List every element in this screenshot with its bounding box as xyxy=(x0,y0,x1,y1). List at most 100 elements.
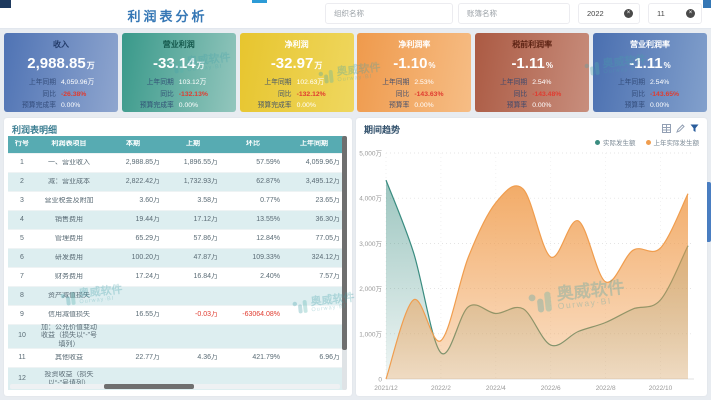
kpi-card-value: -1.11% xyxy=(511,55,553,72)
item-name: 其他收益 xyxy=(55,353,83,361)
kpi-metric-value: -132.13% xyxy=(178,90,208,98)
previous-period-value: 16.84万 xyxy=(193,272,218,280)
current-period-value: 16.55万 xyxy=(135,310,160,318)
clear-year-icon[interactable]: × xyxy=(624,9,633,18)
svg-text:1,000万: 1,000万 xyxy=(359,330,382,338)
item-name: 资产减值损失 xyxy=(48,291,90,299)
kpi-card-2[interactable]: 营业利润 -33.14万 上年同期 103.12万 同比 -132.13% 预算完成率 0.0… xyxy=(121,33,236,112)
month-filter[interactable]: 11 × xyxy=(648,3,702,24)
kpi-metric-label: 同比 xyxy=(278,90,292,98)
table-row[interactable]: 11 其他收益 22.77万 4.36万 421.79% 6.96万 xyxy=(8,349,346,368)
table-row[interactable]: 7 财务费用 17.24万 16.84万 2.40% 7.57万 xyxy=(8,268,346,287)
kpi-card-5[interactable]: 税前利润率 -1.11% 上年同期 2.54% 同比 -143.48% 预算率 0.00% xyxy=(475,33,590,112)
kpi-card-value: 2,988.85万 xyxy=(27,55,95,72)
kpi-card-title: 营业利润率 xyxy=(630,40,670,49)
item-name: 管理费用 xyxy=(55,234,83,242)
kpi-card-1[interactable]: 收入 2,988.85万 上年同期 4,059.96万 同比 -26.38% 预算完成率 0.… xyxy=(4,33,118,112)
clear-month-icon[interactable]: × xyxy=(686,9,695,18)
page-scrollbar[interactable] xyxy=(706,182,711,242)
table-vertical-scrollbar[interactable] xyxy=(342,136,347,350)
item-name: 信用减值损失 xyxy=(48,310,90,318)
table-row[interactable]: 9 信用减值损失 16.55万 -0.03万 -63064.08% xyxy=(8,306,346,325)
trend-chart[interactable]: 0 1,000万 2,000万 3,000万 4,000万 5,000万 2021/12 20… xyxy=(356,118,707,396)
table-row[interactable]: 6 研发费用 100.20万 47.87万 109.33% 324.12万 xyxy=(8,249,346,268)
column-header[interactable]: 上期 xyxy=(186,140,200,148)
settings-button[interactable] xyxy=(703,0,711,8)
profit-table: 行号 利润表项目 本期 上期 环比 上年同期 1 一、营业收入 2,988.85万 1,896.5… xyxy=(8,136,346,390)
column-header[interactable]: 上年同期 xyxy=(300,140,328,148)
table-row[interactable]: 4 销售费用 19.44万 17.12万 13.55% 36.30万 xyxy=(8,211,346,230)
kpi-card-3[interactable]: 净利润 -32.97万 上年同期 102.63万 同比 -132.12% 预算完成率 0.00… xyxy=(239,33,354,112)
last-year-value: 6.96万 xyxy=(319,353,340,361)
current-period-value: 17.24万 xyxy=(135,272,160,280)
legend-label: 实际发生额 xyxy=(603,140,636,147)
column-header[interactable]: 环比 xyxy=(246,140,260,148)
row-number: 1 xyxy=(20,158,24,166)
table-row[interactable]: 2 减：营业成本 2,822.42万 1,732.93万 62.87% 3,495.12万 xyxy=(8,173,346,192)
kpi-card-4[interactable]: 净利润率 -1.10% 上年同期 2.53% 同比 -143.63% 预算率 0.00% xyxy=(357,33,472,112)
current-period-value: 2,822.42万 xyxy=(125,177,160,185)
legend-label: 上年实际发生额 xyxy=(653,140,700,147)
previous-period-value: 57.86万 xyxy=(193,234,218,242)
svg-text:2022/6: 2022/6 xyxy=(541,385,561,392)
book-name-placeholder: 账簿名称 xyxy=(467,9,497,18)
kpi-metric-value: 2.54% xyxy=(532,79,552,86)
item-name: 加：公允价值变动收益（损失以“-”号填列） xyxy=(41,323,97,348)
kpi-metric-value: 2.54% xyxy=(650,79,670,86)
kpi-metric-value: 102.63万 xyxy=(296,79,325,86)
table-header-row: 行号 利润表项目 本期 上期 环比 上年同期 xyxy=(8,136,346,154)
kpi-metric-value: -26.38% xyxy=(61,90,87,98)
kpi-card-value: -1.11% xyxy=(629,55,671,72)
chart-legend: 实际发生额 上年实际发生额 xyxy=(595,137,699,147)
kpi-card-title: 营业利润 xyxy=(162,40,195,49)
mom-value: 2.40% xyxy=(260,272,280,280)
row-number: 2 xyxy=(20,177,24,185)
kpi-metric-label: 同比 xyxy=(631,90,645,98)
mom-value: 421.79% xyxy=(252,353,280,361)
month-value: 11 xyxy=(657,9,665,18)
item-name: 投资收益（损失以“-”号填列） xyxy=(44,371,94,387)
kpi-metric-value: 0.00% xyxy=(61,102,81,109)
edit-pencil-icon[interactable] xyxy=(676,124,685,133)
filter-funnel-icon[interactable] xyxy=(690,124,699,133)
table-row[interactable]: 10 加：公允价值变动收益（损失以“-”号填列） xyxy=(8,323,346,349)
legend-item[interactable]: 上年实际发生额 xyxy=(645,137,700,147)
last-year-value: 77.05万 xyxy=(315,234,340,242)
previous-period-value: 47.87万 xyxy=(193,253,218,261)
table-row[interactable]: 5 管理费用 65.29万 57.86万 12.84% 77.05万 xyxy=(8,230,346,249)
org-name-filter[interactable]: 组织名称 xyxy=(325,3,453,24)
corner-accent xyxy=(0,0,11,8)
mom-value: 109.33% xyxy=(252,253,280,261)
kpi-card-title: 收入 xyxy=(53,40,69,49)
table-view-icon[interactable] xyxy=(662,124,671,133)
kpi-metric-label: 上年同期 xyxy=(146,79,174,86)
kpi-metric-value: -143.65% xyxy=(650,90,680,98)
kpi-metric-value: 103.12万 xyxy=(178,79,207,86)
kpi-metric-label: 预算率 xyxy=(389,102,410,109)
table-row[interactable]: 3 营业税金及附加 3.60万 3.58万 0.77% 23.65万 xyxy=(8,192,346,211)
kpi-card-title: 净利润 xyxy=(284,40,309,49)
row-number: 7 xyxy=(20,272,24,280)
table-row[interactable]: 1 一、营业收入 2,988.85万 1,896.55万 57.59% 4,059.96万 xyxy=(8,154,346,173)
book-name-filter[interactable]: 账簿名称 xyxy=(458,3,570,24)
legend-item[interactable]: 实际发生额 xyxy=(595,137,636,147)
kpi-card-6[interactable]: 营业利润率 -1.11% 上年同期 2.54% 同比 -143.65% 预算率 0.00% xyxy=(593,33,707,112)
column-header[interactable]: 利润表项目 xyxy=(51,140,87,148)
current-period-value: 22.77万 xyxy=(135,353,160,361)
row-number: 8 xyxy=(20,291,24,299)
table-horizontal-scrollbar[interactable] xyxy=(104,384,194,389)
year-filter[interactable]: 2022 × xyxy=(578,3,640,24)
column-header[interactable]: 本期 xyxy=(126,140,140,148)
kpi-metric-label: 上年同期 xyxy=(28,79,56,86)
kpi-metric-value: -132.12% xyxy=(296,90,326,98)
item-name: 一、营业收入 xyxy=(48,158,90,166)
kpi-metric-value: 0.00% xyxy=(650,102,670,109)
kpi-metric-label: 上年同期 xyxy=(382,79,410,86)
kpi-card-value: -33.14万 xyxy=(153,55,205,72)
previous-period-value: 3.58万 xyxy=(197,196,218,204)
item-name: 销售费用 xyxy=(55,215,83,223)
legend-dot xyxy=(645,139,651,145)
table-row[interactable]: 8 资产减值损失 xyxy=(8,287,346,306)
column-header[interactable]: 行号 xyxy=(15,140,29,148)
mom-value: 62.87% xyxy=(256,177,280,185)
